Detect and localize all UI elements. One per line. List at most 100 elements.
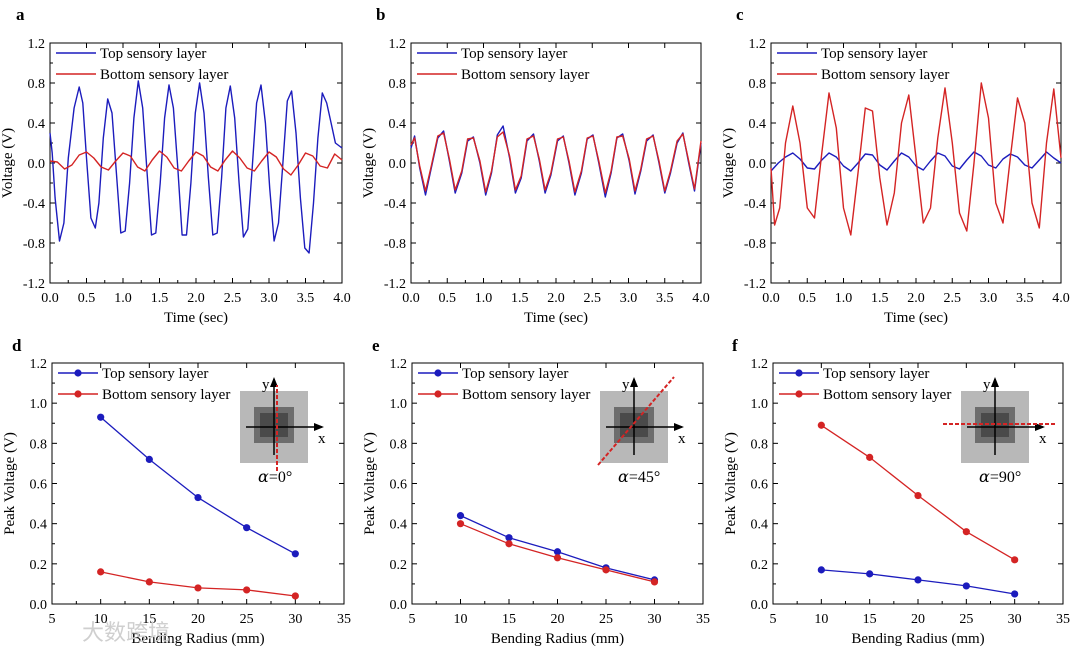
series-line-bottom [410, 131, 702, 194]
y-tick-label: 0.4 [749, 117, 767, 132]
x-axis-label: Time (sec) [524, 310, 588, 326]
data-point-bottom [602, 566, 610, 574]
inset-y-arrow [270, 377, 278, 387]
x-tick-label: 5 [409, 612, 416, 627]
legend-label: Top sensory layer [821, 46, 927, 62]
inset-photo: y x α=45° [597, 376, 686, 486]
inset-alpha-symbol: α [979, 467, 990, 486]
y-tick-label: 0.2 [390, 558, 408, 573]
x-tick-label: 3.5 [656, 291, 674, 306]
data-point-top [505, 534, 513, 542]
series-line-top [49, 80, 343, 254]
x-tick-label: 30 [288, 612, 302, 627]
x-tick-label: 1.0 [114, 291, 132, 306]
legend-label: Top sensory layer [462, 366, 568, 382]
y-tick-label: 1.0 [390, 397, 408, 412]
legend-label: Bottom sensory layer [823, 387, 951, 403]
y-tick-label: -0.8 [384, 237, 406, 252]
y-axis-label: Peak Voltage (V) [723, 432, 739, 535]
legend-label: Bottom sensory layer [461, 67, 589, 83]
y-tick-label: 0.6 [390, 478, 408, 493]
series-line-bottom [770, 82, 1062, 236]
y-tick-label: 0.8 [751, 437, 769, 452]
panel-d: d 5 10 15 20 25 30 35 0.0 0.2 0.4 0.6 0.8 1.0 1.2 Bendi… [2, 336, 351, 647]
data-point-top [1011, 590, 1019, 598]
x-tick-label: 25 [240, 612, 254, 627]
y-axis-label: Voltage (V) [721, 128, 737, 198]
panel-label: e [372, 336, 380, 355]
x-tick-label: 3.5 [297, 291, 315, 306]
inset-angle-label: α=45° [618, 467, 660, 486]
data-point-top [456, 512, 465, 520]
y-tick-label: -1.2 [744, 277, 766, 292]
x-tick-label: 30 [648, 612, 662, 627]
panel-a: a 0.0 0.5 1.0 1.5 2.0 2.5 3.0 3.5 4.0 -1.2 -0.8 -0.4… [0, 5, 351, 326]
x-tick-label: 1.5 [511, 291, 529, 306]
inset-photo: y x α=90° [943, 377, 1057, 486]
data-point-bottom [291, 592, 299, 600]
panel-label: d [12, 336, 22, 355]
x-tick-label: 3.0 [620, 291, 638, 306]
y-axis-label: Peak Voltage (V) [2, 432, 18, 535]
x-axis-label: Time (sec) [884, 310, 948, 326]
data-point-top [243, 524, 251, 532]
x-tick-label: 4.0 [333, 291, 351, 306]
y-tick-label: 1.2 [389, 37, 407, 52]
x-tick-label: 1.5 [871, 291, 889, 306]
x-tick-label: 0.0 [41, 291, 59, 306]
y-tick-label: 0.4 [30, 518, 48, 533]
panel-f: f 5 10 15 20 25 30 35 0.0 0.2 0.4 0.6 0.8 1.0 1.2 Bendi… [723, 336, 1070, 647]
y-tick-label: 0.8 [28, 77, 46, 92]
inset-angle-value: =0° [269, 469, 292, 486]
x-tick-label: 3.0 [260, 291, 278, 306]
y-tick-label: -0.4 [23, 197, 45, 212]
y-tick-label: -0.4 [384, 197, 406, 212]
y-tick-label: 1.2 [30, 357, 48, 372]
y-tick-label: -0.4 [744, 197, 766, 212]
x-tick-label: 1.0 [835, 291, 853, 306]
x-tick-label: 20 [911, 612, 925, 627]
x-tick-label: 35 [1056, 612, 1070, 627]
legend-label: Top sensory layer [461, 46, 567, 62]
inset-angle-label: α=0° [258, 467, 292, 486]
inset-x-arrow [674, 423, 684, 431]
data-point-bottom [962, 528, 970, 536]
data-point-bottom [194, 584, 202, 592]
y-tick-label: 0.4 [389, 117, 407, 132]
inset-alpha-symbol: α [618, 467, 629, 486]
x-axis-label: Time (sec) [164, 310, 228, 326]
x-tick-label: 20 [551, 612, 565, 627]
data-point-bottom [650, 578, 659, 586]
legend-marker [74, 369, 82, 377]
y-tick-label: 0.2 [751, 558, 769, 573]
x-tick-label: 15 [502, 612, 516, 627]
data-point-top [97, 413, 105, 421]
x-tick-label: 1.5 [151, 291, 169, 306]
x-tick-label: 5 [770, 612, 777, 627]
x-tick-label: 3.0 [980, 291, 998, 306]
inset-y-arrow [630, 377, 638, 387]
y-tick-label: 0.0 [389, 157, 407, 172]
y-tick-label: 0.0 [749, 157, 767, 172]
y-tick-label: 0.4 [751, 518, 769, 533]
x-tick-label: 3.5 [1016, 291, 1034, 306]
y-tick-label: 0.8 [30, 437, 48, 452]
data-point-top [962, 582, 970, 590]
x-tick-label: 20 [191, 612, 205, 627]
inset-y-arrow [991, 377, 999, 387]
y-tick-label: 0.4 [28, 117, 46, 132]
data-point-top [194, 493, 202, 502]
legend-label: Top sensory layer [102, 366, 208, 382]
data-point-top [817, 566, 825, 574]
inset-x-label: x [678, 431, 686, 447]
y-tick-label: 0.6 [751, 478, 769, 493]
x-tick-label: 2.0 [547, 291, 565, 306]
panel-label: c [736, 5, 744, 24]
inset-x-label: x [1039, 431, 1047, 447]
legend-label: Bottom sensory layer [821, 67, 949, 83]
x-axis-label: Bending Radius (mm) [131, 631, 264, 647]
y-tick-label: 0.8 [389, 77, 407, 92]
x-tick-label: 10 [454, 612, 468, 627]
y-tick-label: 1.0 [751, 397, 769, 412]
